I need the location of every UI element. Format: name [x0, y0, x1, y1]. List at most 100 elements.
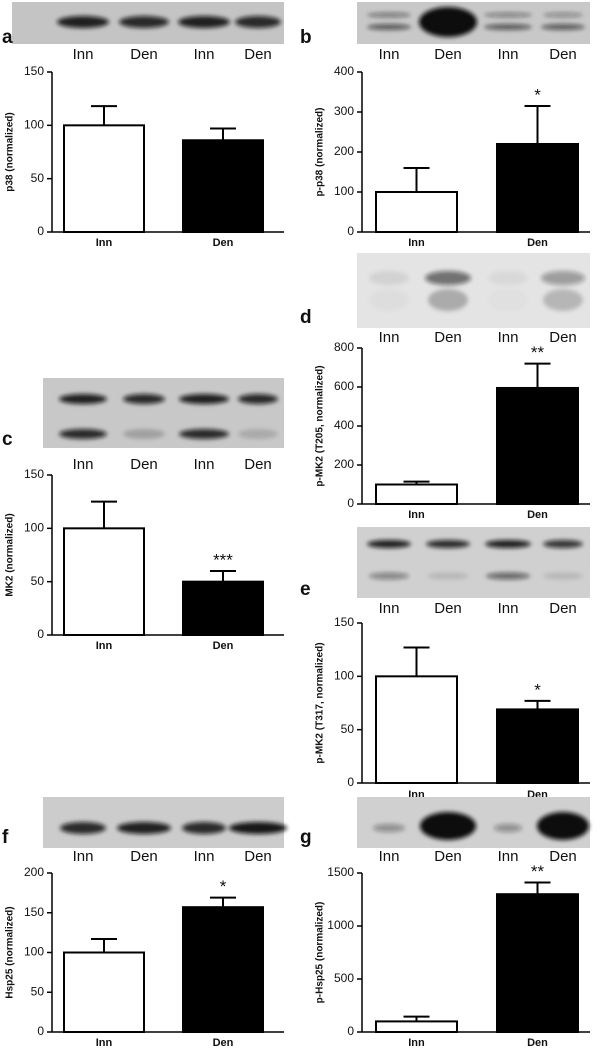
- blot-band: [373, 824, 405, 832]
- blot-bands: [59, 394, 278, 439]
- blot-band: [369, 289, 409, 311]
- blot: [357, 527, 590, 598]
- error-bar: [524, 105, 551, 144]
- lane-label: Inn: [194, 46, 215, 63]
- lane-label: Den: [434, 46, 462, 63]
- blot-band: [369, 572, 409, 580]
- blot-band: [229, 822, 287, 834]
- error-bar: [403, 646, 430, 677]
- x-tick-label: Inn: [96, 237, 113, 249]
- bar: [496, 893, 579, 1034]
- y-axis-label: p-Hsp25 (normalized): [315, 902, 326, 1004]
- y-tick-label: 50: [31, 171, 45, 185]
- blot-band: [543, 572, 583, 580]
- x-tick-label: Den: [527, 1037, 548, 1049]
- blot-band: [425, 271, 471, 285]
- blot-band: [543, 289, 583, 311]
- y-tick-label: 1500: [327, 865, 354, 879]
- error-bar: [91, 500, 117, 529]
- lane-label: Den: [130, 848, 158, 865]
- y-tick-label: 200: [24, 865, 44, 879]
- y-axis-label: p-MK2 (T205, normalized): [315, 365, 326, 486]
- lane-label: Den: [434, 848, 462, 865]
- blot-band: [494, 824, 522, 832]
- blot-band: [178, 16, 230, 28]
- blot-band: [426, 540, 470, 548]
- y-tick-label: 0: [347, 775, 354, 789]
- lane-label: Inn: [379, 46, 400, 63]
- lane-label: Inn: [379, 329, 400, 346]
- blot-band: [543, 540, 583, 548]
- x-tick-label: Den: [527, 509, 548, 521]
- y-tick-label: 50: [31, 984, 45, 998]
- blot-band: [484, 24, 532, 30]
- blot-band: [238, 429, 278, 439]
- lane-label: Den: [434, 600, 462, 617]
- y-tick-label: 100: [24, 945, 44, 959]
- blot-bands: [60, 822, 287, 834]
- y-tick-label: 0: [347, 496, 354, 510]
- y-tick-label: 300: [334, 104, 354, 118]
- blot-band: [486, 572, 530, 580]
- lane-label: Inn: [498, 46, 519, 63]
- blot-band: [543, 12, 583, 18]
- lane-label: Inn: [73, 848, 94, 865]
- error-bar: [210, 127, 236, 141]
- panel-letter: e: [300, 579, 311, 600]
- y-tick-label: 200: [334, 144, 354, 158]
- y-tick-label: 100: [24, 118, 44, 132]
- lane-label: Den: [244, 456, 272, 473]
- bar: [63, 527, 145, 636]
- y-tick-label: 150: [24, 467, 44, 481]
- blot-band: [119, 16, 169, 28]
- panel-letter: f: [2, 827, 9, 848]
- bar: [375, 675, 458, 784]
- lane-label: Inn: [498, 329, 519, 346]
- blot-band: [488, 271, 528, 285]
- blot-band: [60, 822, 106, 834]
- y-tick-label: 50: [341, 722, 355, 736]
- y-tick-label: 1000: [327, 918, 354, 932]
- blot-band: [57, 16, 109, 28]
- blot-bands: [369, 271, 585, 311]
- y-tick-label: 400: [334, 64, 354, 78]
- y-tick-label: 0: [37, 627, 44, 641]
- blot-bands: [367, 7, 585, 37]
- blot-band: [117, 822, 171, 834]
- blot-band: [485, 540, 531, 548]
- y-tick-label: 200: [334, 457, 354, 471]
- x-tick-label: Inn: [96, 1037, 113, 1049]
- blot-band: [428, 572, 468, 580]
- lane-label: Den: [549, 848, 577, 865]
- y-tick-label: 800: [334, 340, 354, 354]
- y-tick-label: 150: [24, 905, 44, 919]
- lane-label: Den: [244, 46, 272, 63]
- lane-label: Inn: [73, 456, 94, 473]
- x-tick-label: Inn: [408, 237, 425, 249]
- blot-band: [123, 394, 165, 404]
- lane-label: Inn: [379, 848, 400, 865]
- y-tick-label: 0: [37, 224, 44, 238]
- lane-label: Inn: [498, 848, 519, 865]
- panel-letter: a: [2, 27, 13, 48]
- blot-band: [419, 7, 477, 37]
- error-bar: [210, 896, 236, 908]
- error-bar: [210, 570, 236, 582]
- significance: *: [534, 85, 541, 104]
- y-tick-label: 150: [24, 64, 44, 78]
- significance: *: [534, 680, 541, 699]
- blot-bands: [367, 540, 583, 580]
- y-axis-label: MK2 (normalized): [5, 513, 16, 596]
- blot-bands: [57, 16, 281, 28]
- blot-band: [235, 16, 281, 28]
- x-tick-label: Inn: [96, 640, 113, 652]
- y-tick-label: 0: [347, 224, 354, 238]
- lane-label: Den: [130, 46, 158, 63]
- significance: **: [531, 343, 545, 362]
- blot-band: [428, 289, 468, 311]
- x-tick-label: Den: [213, 237, 234, 249]
- bar: [182, 139, 264, 233]
- lane-label: Den: [130, 456, 158, 473]
- panel-letter: c: [2, 429, 13, 450]
